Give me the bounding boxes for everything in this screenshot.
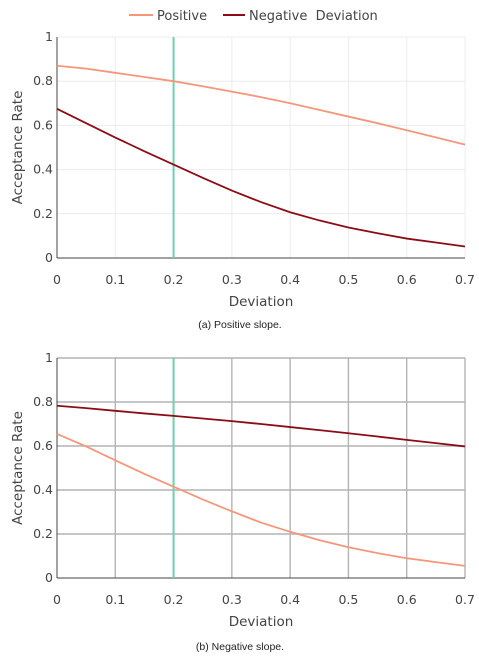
x-tick-label: 0.7 — [455, 272, 475, 287]
x-tick-label: 0.7 — [455, 592, 475, 607]
y-tick-label: 0.6 — [33, 117, 53, 132]
x-tick-label: 0 — [53, 272, 61, 287]
y-axis-title: Acceptance Rate — [10, 411, 26, 525]
series-line-positive — [56, 433, 466, 567]
chart-positive-slope: 0 0.1 0.2 0.3 0.4 0.5 0.6 0.7 0 0.2 0.4 0.6 0.8 1 Devi… — [10, 29, 475, 310]
legend-label-positive: Positive — [157, 9, 207, 24]
x-tick-label: 0 — [53, 592, 61, 607]
series-line-positive — [56, 64, 466, 146]
y-tick-label: 0 — [45, 570, 53, 585]
chart-negative-slope: 0 0.1 0.2 0.3 0.4 0.5 0.6 0.7 0 0.2 0.4 0.6 0.8 1 Devi… — [10, 350, 475, 630]
legend-label-negative-deviation: Negative Deviation — [249, 9, 378, 24]
x-tick-label: 0.3 — [222, 272, 242, 287]
x-axis-title: Deviation — [229, 294, 294, 310]
series-line-negative-deviation — [56, 404, 466, 448]
y-tick-label: 1 — [45, 350, 53, 365]
y-tick-label: 0.4 — [33, 162, 53, 177]
y-tick-label: 0.6 — [33, 438, 53, 453]
x-tick-label: 0.6 — [397, 272, 417, 287]
y-tick-label: 1 — [45, 29, 53, 44]
series-line-negative-deviation — [56, 108, 466, 248]
y-tick-label: 0.4 — [33, 482, 53, 497]
y-axis-title: Acceptance Rate — [10, 91, 26, 205]
x-tick-label: 0.2 — [164, 592, 184, 607]
x-axis-title: Deviation — [229, 614, 294, 630]
y-tick-label: 0.8 — [33, 73, 53, 88]
legend: Positive Negative Deviation — [129, 9, 378, 24]
x-tick-label: 0.5 — [338, 592, 358, 607]
y-tick-label: 0.8 — [33, 394, 53, 409]
x-tick-label: 0.5 — [338, 272, 358, 287]
y-tick-label: 0.2 — [33, 526, 53, 541]
x-tick-label: 0.4 — [280, 592, 300, 607]
x-tick-label: 0.2 — [164, 272, 184, 287]
caption-b: (b) Negative slope. — [196, 641, 284, 653]
x-tick-label: 0.4 — [280, 272, 300, 287]
x-tick-label: 0.1 — [105, 272, 125, 287]
x-tick-label: 0.3 — [222, 592, 242, 607]
caption-a: (a) Positive slope. — [198, 319, 281, 331]
x-tick-label: 0.1 — [105, 592, 125, 607]
y-tick-label: 0 — [45, 250, 53, 265]
x-tick-label: 0.6 — [397, 592, 417, 607]
y-tick-label: 0.2 — [33, 206, 53, 221]
